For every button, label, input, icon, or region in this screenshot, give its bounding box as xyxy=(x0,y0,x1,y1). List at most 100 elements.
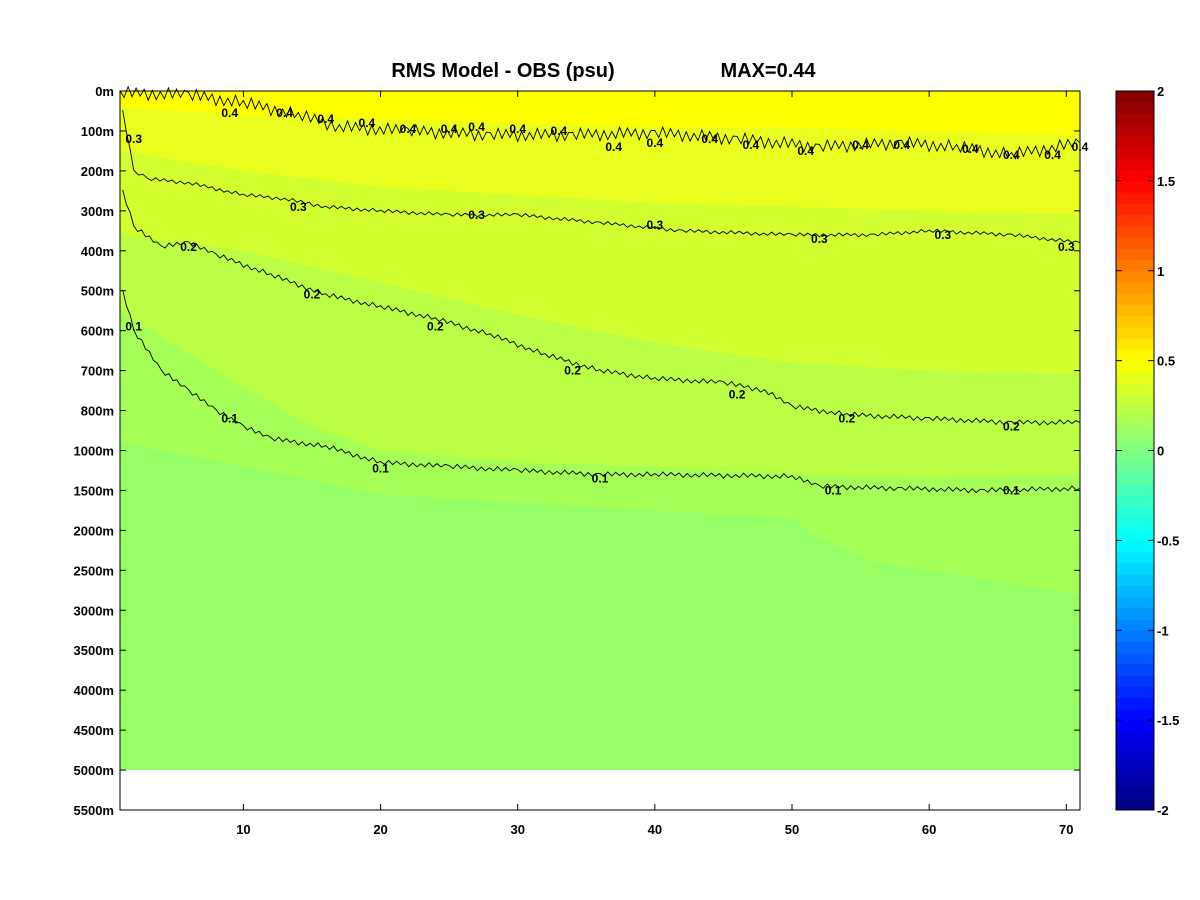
colorbar-step xyxy=(1116,360,1154,373)
colorbar-tick-label: -0.5 xyxy=(1157,533,1179,548)
colorbar-step xyxy=(1116,270,1154,283)
contour-0.4 xyxy=(119,85,1081,160)
contour-label: 0.2 xyxy=(304,288,321,302)
contour-label: 0.3 xyxy=(468,208,485,222)
colorbar-step xyxy=(1116,349,1154,362)
colorbar-step xyxy=(1116,517,1154,530)
colorbar-step xyxy=(1116,158,1154,171)
colorbar-step xyxy=(1116,180,1154,193)
colorbar-step xyxy=(1116,596,1154,609)
colorbar-step xyxy=(1116,506,1154,519)
colorbar-step xyxy=(1116,562,1154,575)
x-tick-label: 60 xyxy=(922,822,936,837)
contour-label: 0.4 xyxy=(468,120,485,134)
colorbar-ticks: 2 1.5 1 0.5 0 -0.5 -1 -1.5 -2 xyxy=(1116,84,1179,818)
contour-label: 0.4 xyxy=(317,112,334,126)
chart-title: RMS Model - OBS (psu) xyxy=(391,60,614,82)
colorbar-step xyxy=(1116,765,1154,777)
colorbar-step xyxy=(1116,450,1154,463)
y-tick-label: 5000m xyxy=(74,763,114,778)
colorbar-step xyxy=(1116,113,1154,126)
contour-label: 0.4 xyxy=(221,106,238,120)
contour-label: 0.4 xyxy=(797,144,814,158)
y-tick-label: 1500m xyxy=(74,483,114,498)
contour-label: 0.4 xyxy=(441,122,458,136)
colorbar-step xyxy=(1116,91,1154,103)
colorbar-step xyxy=(1116,641,1154,654)
colorbar-step xyxy=(1116,102,1154,114)
colorbar-step xyxy=(1116,225,1154,238)
contour-label: 0.4 xyxy=(701,132,718,146)
colorbar-step xyxy=(1116,585,1154,598)
colorbar-tick-label: -2 xyxy=(1157,803,1169,818)
x-tick-label: 40 xyxy=(648,822,662,837)
y-tick-label: 600m xyxy=(81,324,114,339)
contour-label: 0.4 xyxy=(647,136,664,150)
colorbar-step xyxy=(1116,708,1154,721)
contour-label: 0.2 xyxy=(1003,420,1020,434)
colorbar-step xyxy=(1116,472,1154,485)
colorbar-step xyxy=(1116,439,1154,451)
contour-0.2 xyxy=(122,189,1081,426)
colorbar-step xyxy=(1116,214,1154,227)
y-axis: 0m 100m 200m 300m 400m 500m 600m 700m 800m 1000m 1… xyxy=(74,84,1080,818)
colorbar-tick-label: 1.5 xyxy=(1157,174,1175,189)
contour-label: 0.4 xyxy=(852,138,869,152)
colorbar-step xyxy=(1116,416,1154,429)
x-tick-label: 70 xyxy=(1059,822,1073,837)
colorbar-step xyxy=(1116,630,1154,642)
colorbar-step xyxy=(1116,663,1154,676)
colorbar-step xyxy=(1116,203,1154,216)
colorbar-step xyxy=(1116,720,1154,732)
colorbar-step xyxy=(1116,619,1154,631)
colorbar-step xyxy=(1116,697,1154,710)
colorbar-step xyxy=(1116,742,1154,755)
contour-label: 0.4 xyxy=(605,140,622,154)
colorbar-step xyxy=(1116,338,1154,350)
colorbar-step xyxy=(1116,652,1154,665)
colorbar-step xyxy=(1116,371,1154,384)
colorbar-tick-label: 0 xyxy=(1157,444,1164,459)
contour-label: 0.4 xyxy=(1044,148,1061,162)
contour-label: 0.4 xyxy=(743,138,760,152)
y-tick-label: 200m xyxy=(81,164,114,179)
contour-label: 0.3 xyxy=(290,200,307,214)
colorbar-step xyxy=(1116,315,1154,328)
colorbar-step xyxy=(1116,776,1154,789)
colorbar-step xyxy=(1116,529,1154,541)
contour-label: 0.4 xyxy=(962,142,979,156)
y-tick-label: 1000m xyxy=(74,444,114,459)
y-tick-label: 5500m xyxy=(74,803,114,818)
colorbar-step xyxy=(1116,192,1154,204)
colorbar-step xyxy=(1116,551,1154,564)
colorbar-step xyxy=(1116,169,1154,182)
contour-0.1 xyxy=(122,289,1081,494)
y-tick-label: 700m xyxy=(81,364,114,379)
y-tick-label: 4500m xyxy=(74,723,114,738)
contour-label: 0.1 xyxy=(372,462,389,476)
contour-label: 0.1 xyxy=(1003,483,1020,497)
colorbar-step xyxy=(1116,495,1154,508)
y-tick-label: 2000m xyxy=(74,523,114,538)
colorbar-step xyxy=(1116,304,1154,317)
colorbar-step xyxy=(1116,248,1154,261)
colorbar-step xyxy=(1116,428,1154,440)
x-tick-label: 20 xyxy=(373,822,387,837)
contour-label: 0.4 xyxy=(509,122,526,136)
colorbar-step xyxy=(1116,259,1154,272)
contour-label: 0.4 xyxy=(276,106,293,120)
contour-label: 0.2 xyxy=(180,240,197,254)
colorbar-steps xyxy=(1116,91,1154,811)
colorbar-step xyxy=(1116,394,1154,407)
colorbar-step xyxy=(1116,124,1154,137)
plot-area: 0.4 0.4 0.4 0.4 0.4 0.4 0.4 0.4 0.4 0.4 0.4 0.4 0.4 0… xyxy=(119,85,1089,811)
contour-label: 0.3 xyxy=(1058,240,1075,254)
fill-band-0.45 xyxy=(120,91,1080,135)
colorbar-step xyxy=(1116,326,1154,339)
y-tick-label: 3000m xyxy=(74,603,114,618)
contour-label: 0.3 xyxy=(647,218,664,232)
y-tick-label: 0m xyxy=(95,84,114,99)
colorbar-step xyxy=(1116,731,1154,744)
colorbar-step xyxy=(1116,461,1154,474)
